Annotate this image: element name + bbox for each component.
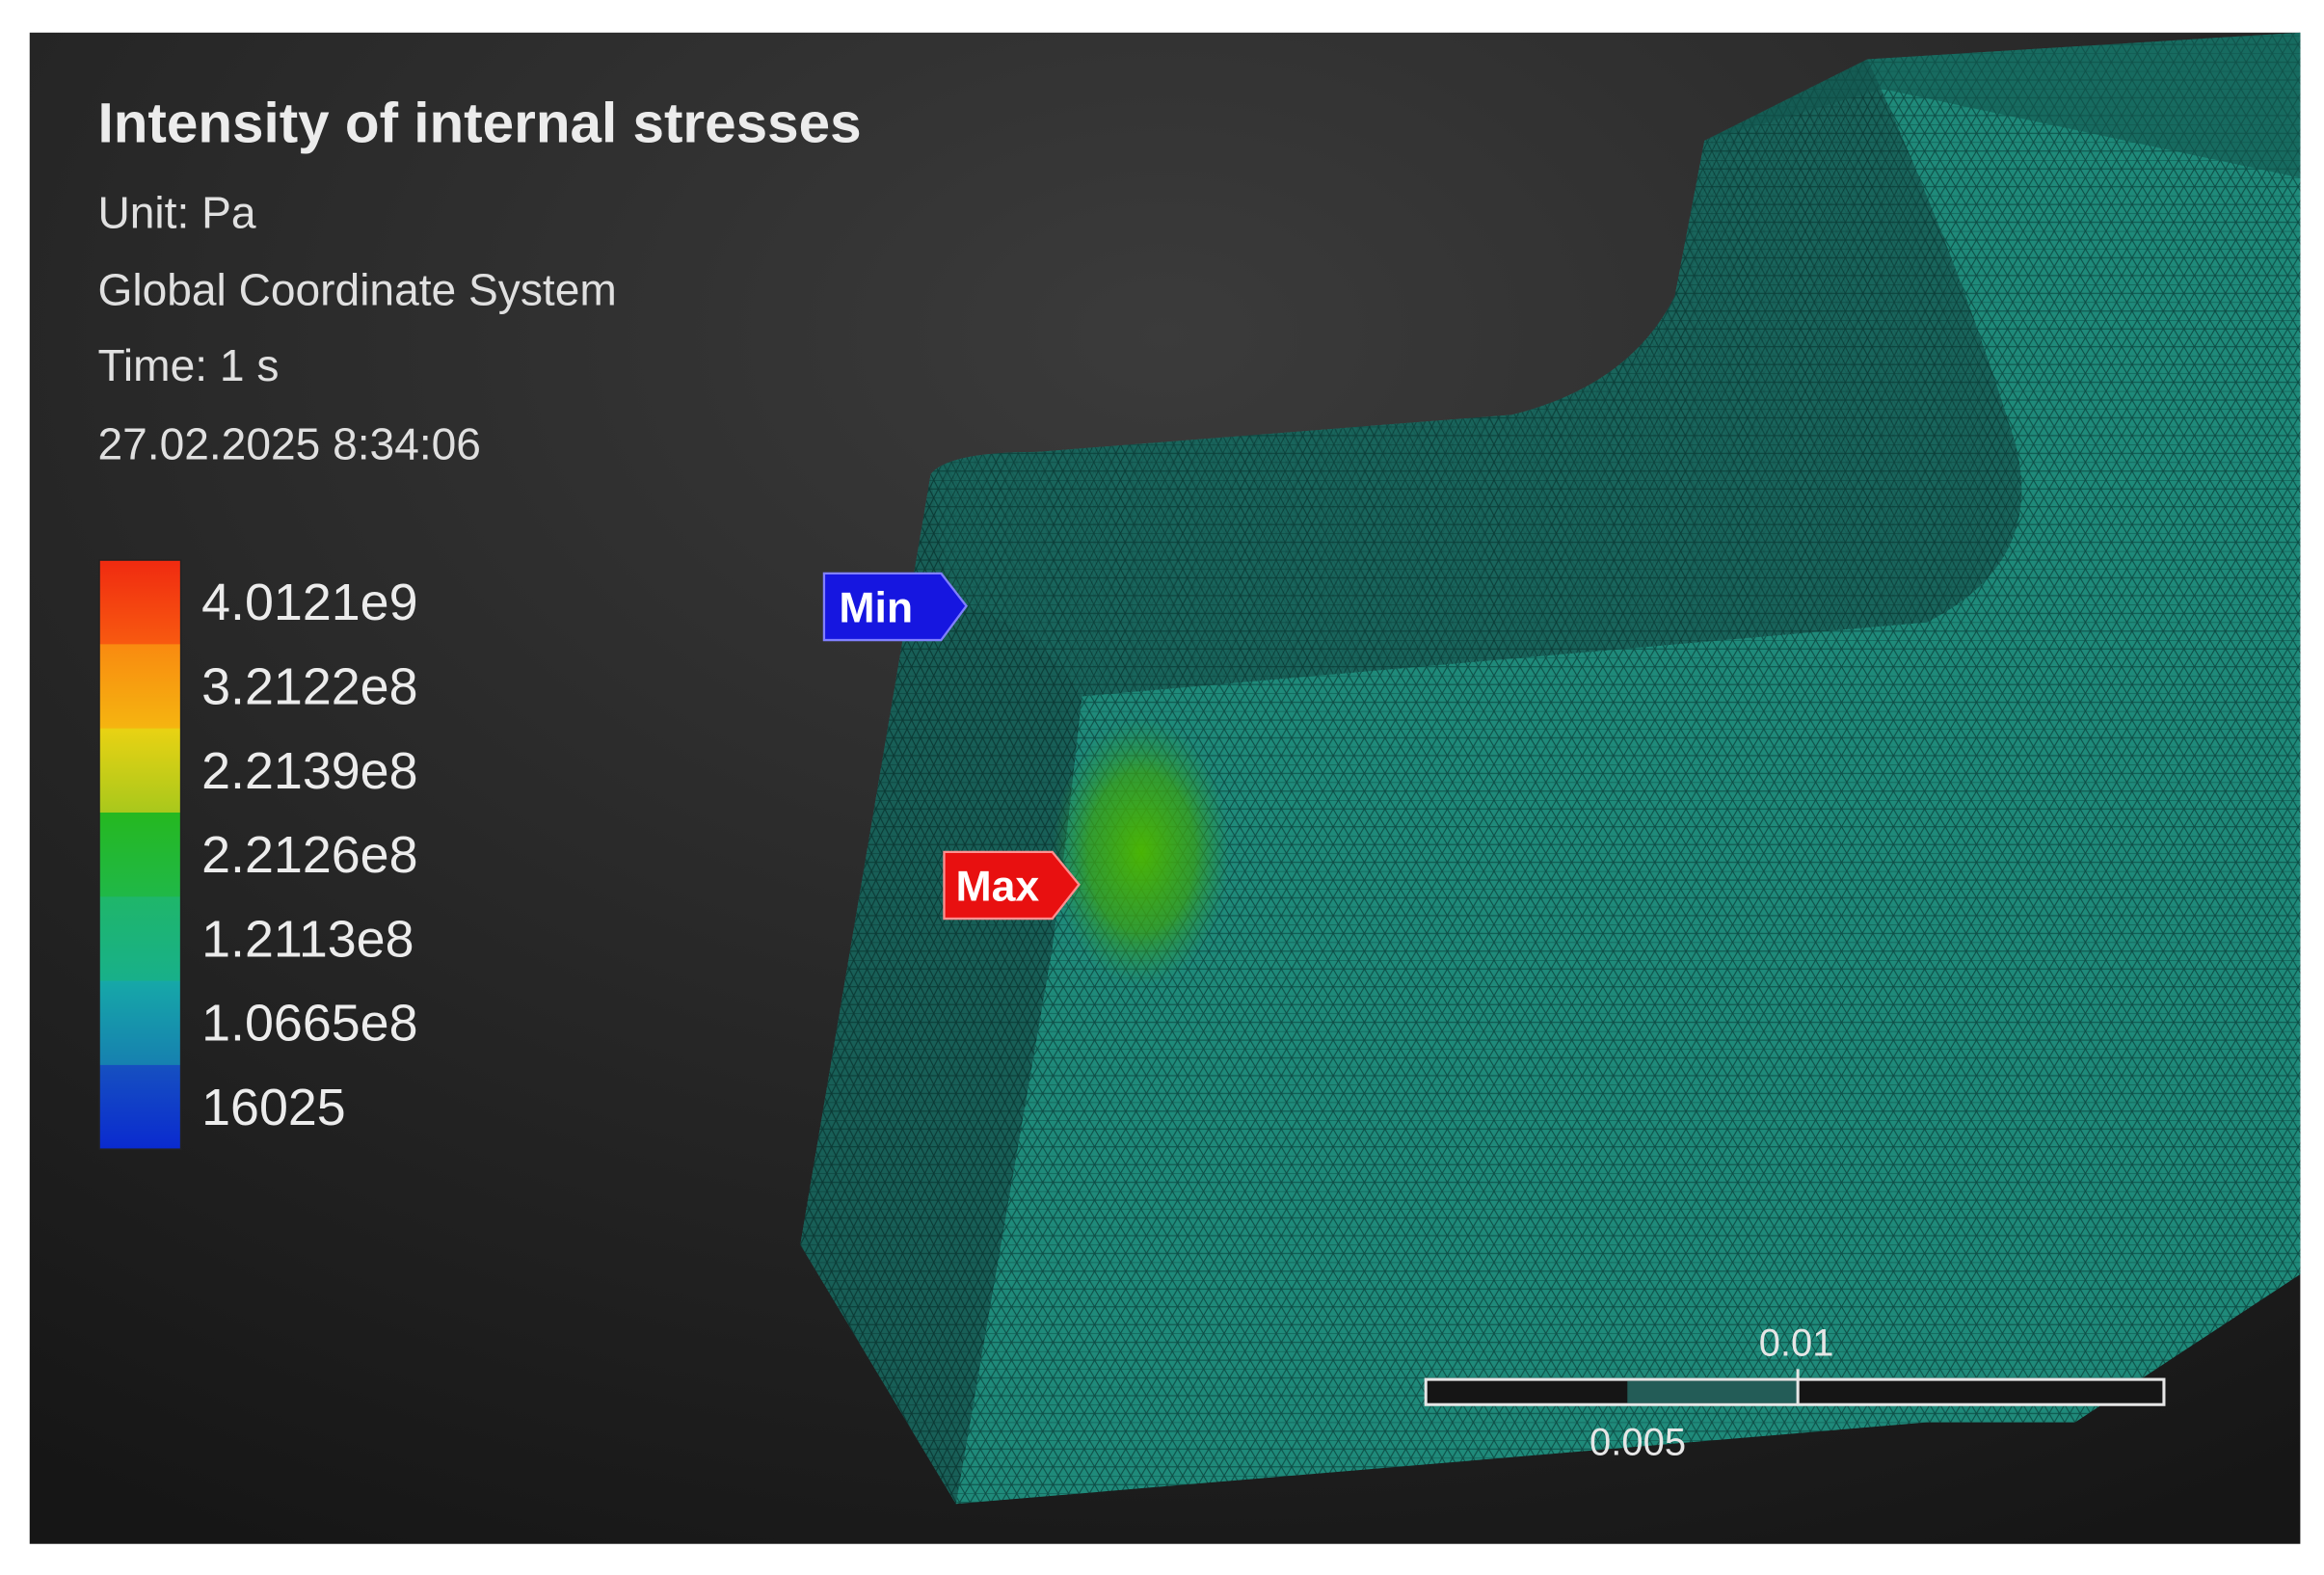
legend: 4.0121e9 3.2122e8 2.2139e8 2.2126e8 1.2113e8… xyxy=(98,559,418,1150)
model-top-face xyxy=(930,59,2022,697)
model-top-edge xyxy=(1704,32,2301,178)
min-label: Min xyxy=(839,585,913,632)
legend-label: 2.2126e8 xyxy=(201,826,417,884)
legend-label: 3.2122e8 xyxy=(201,657,417,715)
legend-label: 1.2113e8 xyxy=(201,910,414,968)
legend-label: 1.0665e8 xyxy=(201,995,417,1053)
stress-hotspot xyxy=(1052,718,1231,986)
scale-bar-segment xyxy=(1627,1380,1799,1403)
legend-swatch xyxy=(99,896,181,982)
scale-bar-top-label: 0.01 xyxy=(1759,1322,1834,1365)
model-side-face xyxy=(800,473,1082,1505)
timestamp: 27.02.2025 8:34:06 xyxy=(97,419,480,469)
legend-swatch xyxy=(99,980,181,1066)
min-flag xyxy=(822,572,968,642)
scale-bar: 0.01 0.005 xyxy=(1424,1322,2166,1463)
max-label: Max xyxy=(955,864,1039,911)
min-marker: Min xyxy=(822,572,968,642)
title: Intensity of internal stresses xyxy=(97,93,861,155)
max-marker: Max xyxy=(943,850,1081,921)
time: Time: 1 s xyxy=(97,340,279,390)
max-flag xyxy=(943,850,1081,921)
legend-swatch xyxy=(99,644,181,730)
coordinate-system: Global Coordinate System xyxy=(97,265,616,315)
legend-swatch xyxy=(99,728,181,814)
legend-label: 4.0121e9 xyxy=(201,574,417,631)
legend-swatch xyxy=(99,560,181,646)
scale-bar-bottom-label: 0.005 xyxy=(1589,1421,1686,1463)
legend-swatch xyxy=(99,812,181,898)
legend-swatch xyxy=(99,1064,181,1150)
legend-label: 2.2139e8 xyxy=(201,742,417,800)
unit: Unit: Pa xyxy=(97,188,255,238)
model xyxy=(800,32,2301,1505)
legend-label: 16025 xyxy=(201,1079,346,1136)
legend-frame xyxy=(98,559,182,1150)
